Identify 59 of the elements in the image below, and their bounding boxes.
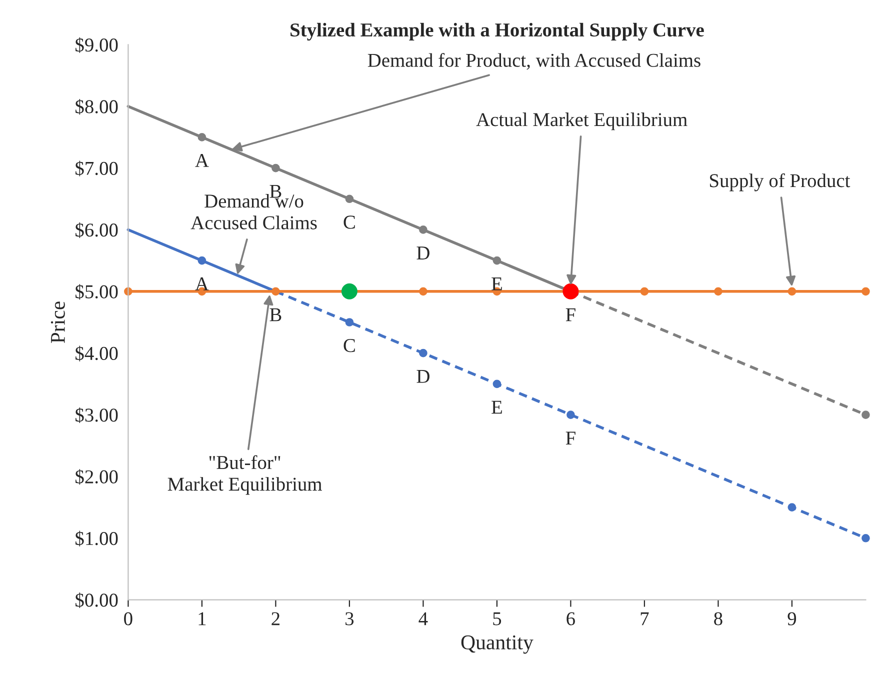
y-tick-label: $8.00: [76, 99, 118, 115]
y-tick-label: $9.00: [76, 37, 118, 53]
chart-title: Stylized Example with a Horizontal Supply Curve: [290, 22, 704, 41]
annotation: D: [416, 246, 430, 260]
y-tick-label: $2.00: [76, 469, 118, 485]
y-tick-label: $0.00: [76, 592, 118, 608]
point: [788, 503, 796, 512]
point: [198, 256, 206, 265]
point: [492, 256, 502, 265]
y-tick-label: $4.00: [76, 346, 118, 362]
point: [492, 380, 502, 388]
x-tick-label: 9: [788, 612, 796, 626]
annotation: A: [195, 154, 209, 167]
annotation: F: [566, 308, 576, 322]
point: [419, 287, 428, 296]
point: [419, 348, 428, 358]
point: [640, 287, 649, 296]
annotation: Actual Market Equilibrium: [476, 112, 688, 130]
x-tick-label: 2: [272, 612, 280, 626]
point: [862, 410, 870, 419]
annotation: E: [492, 278, 502, 290]
x-tick-label: 7: [640, 612, 649, 626]
y-tick-label: $5.00: [76, 284, 118, 300]
point: [341, 283, 358, 300]
point: [198, 133, 206, 142]
point: [419, 226, 428, 234]
point: [272, 164, 280, 172]
annotation: C: [344, 339, 355, 352]
point: [272, 287, 280, 296]
annotation: B: [270, 308, 282, 322]
point: [714, 287, 722, 296]
y-axis-title: Price: [50, 302, 65, 344]
annotation: E: [492, 400, 502, 414]
point: [862, 534, 870, 542]
point: [862, 287, 870, 296]
annotation: "But-for" Market Equilibrium: [168, 455, 322, 495]
y-tick-label: $1.00: [76, 530, 118, 546]
annotation: Supply of Product: [710, 173, 850, 192]
point: [562, 283, 579, 300]
x-tick-label: 0: [124, 612, 132, 626]
x-tick-label: 3: [346, 612, 354, 626]
y-tick-label: $3.00: [76, 407, 118, 424]
x-tick-label: 4: [418, 612, 428, 626]
y-tick-label: $6.00: [76, 222, 118, 238]
point: [566, 410, 575, 419]
point: [345, 194, 354, 204]
point: [788, 287, 796, 296]
x-tick-label: 6: [566, 612, 575, 626]
annotation: Demand for Product, with Accused Claims: [368, 53, 700, 70]
annotation: F: [566, 432, 576, 444]
x-tick-label: 1: [198, 612, 206, 626]
x-tick-label: 8: [714, 612, 722, 626]
x-axis-title: Quantity: [461, 635, 534, 654]
x-tick-label: 5: [493, 612, 502, 626]
annotation: A: [195, 277, 209, 290]
annotation: C: [344, 216, 355, 229]
y-tick-label: $7.00: [76, 160, 118, 176]
point: [345, 318, 354, 326]
annotation: D: [416, 370, 430, 383]
